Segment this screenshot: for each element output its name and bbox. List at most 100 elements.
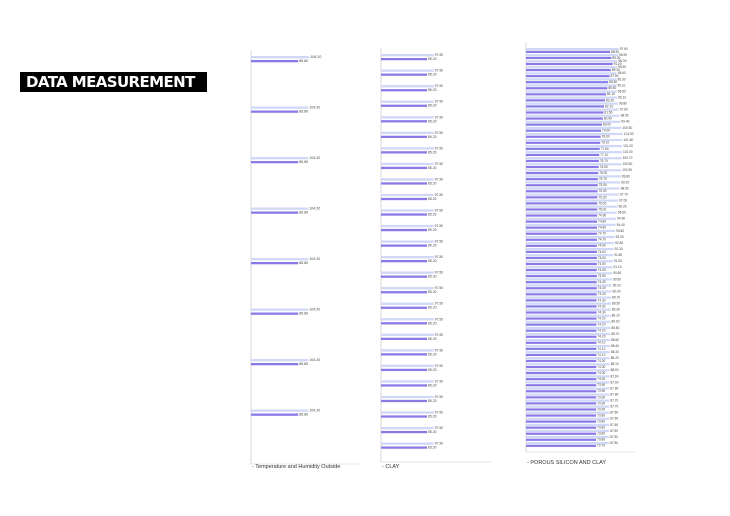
data-label-secondary: 97.50 bbox=[435, 69, 444, 73]
bar-secondary bbox=[381, 54, 434, 57]
bar-secondary bbox=[526, 278, 612, 281]
bar-chart-clay: 97.50 85.20 97.50 85.20 97.50 85.20 97.50 85.20… bbox=[380, 48, 491, 463]
data-label-secondary: 87.60 bbox=[610, 411, 618, 415]
bar-secondary bbox=[526, 126, 622, 129]
data-label-primary: 85.20 bbox=[428, 430, 437, 434]
chart-panel-porous-silicon: 97.60 88.50 96.90 89.90 96.30 91.20 95.90 89.30… bbox=[525, 38, 655, 478]
data-label-primary: 85.80 bbox=[299, 160, 308, 164]
legend-label: CLAY bbox=[385, 464, 400, 470]
title-box: DATA MEASUREMENT bbox=[20, 72, 207, 92]
data-label-primary: 80.00 bbox=[603, 123, 611, 127]
bar-primary bbox=[381, 306, 428, 309]
bar-primary bbox=[526, 238, 597, 241]
data-label-primary: 79.00 bbox=[602, 129, 610, 133]
data-label-primary: 74.30 bbox=[598, 298, 606, 302]
bar-secondary bbox=[526, 369, 610, 372]
data-label-primary: 74.40 bbox=[598, 292, 606, 296]
data-label-primary: 85.80 bbox=[299, 362, 308, 366]
bar-secondary bbox=[526, 393, 610, 396]
data-label-secondary: 100.50 bbox=[622, 162, 632, 166]
data-label-primary: 85.20 bbox=[428, 104, 437, 108]
bar-secondary bbox=[526, 314, 611, 317]
data-label-primary: 85.20 bbox=[428, 135, 437, 139]
data-label-secondary: 88.10 bbox=[611, 362, 619, 366]
bar-primary bbox=[526, 335, 597, 338]
bar-secondary bbox=[526, 48, 619, 51]
data-label-secondary: 97.50 bbox=[435, 410, 444, 414]
bar-primary bbox=[526, 262, 597, 266]
data-label-secondary: 96.10 bbox=[618, 95, 626, 99]
data-label-secondary: 91.50 bbox=[614, 259, 622, 263]
data-label-primary: 89.90 bbox=[612, 56, 620, 60]
bar-primary bbox=[526, 438, 597, 441]
bar-secondary bbox=[526, 363, 610, 366]
data-label-primary: 73.80 bbox=[597, 413, 605, 417]
data-label-primary: 85.80 bbox=[299, 312, 308, 316]
data-label-primary: 85.20 bbox=[428, 150, 437, 154]
bar-primary bbox=[526, 214, 598, 217]
bar-secondary bbox=[381, 287, 434, 290]
data-label-secondary: 87.90 bbox=[611, 380, 619, 384]
bar-primary bbox=[381, 399, 428, 403]
bar-primary bbox=[526, 178, 598, 181]
bar-primary bbox=[526, 165, 599, 169]
bar-primary bbox=[526, 408, 597, 411]
data-label-primary: 74.10 bbox=[597, 347, 605, 351]
bar-chart-outside: 106.2085.80104.2085.80104.2085.80104.208… bbox=[250, 50, 361, 465]
data-label-secondary: 97.50 bbox=[435, 84, 444, 88]
bar-secondary bbox=[381, 131, 434, 134]
data-label-secondary: 87.80 bbox=[610, 386, 618, 390]
bar-secondary bbox=[526, 78, 617, 81]
bar-secondary bbox=[526, 102, 618, 105]
bar-chart-porous-silicon: 97.6088.5096.9089.9096.3091.2095.9089.30… bbox=[525, 42, 636, 453]
data-label-primary: 85.20 bbox=[428, 244, 437, 248]
data-label-primary: 85.20 bbox=[428, 197, 437, 201]
bar-secondary bbox=[381, 302, 434, 305]
data-label-secondary: 88.20 bbox=[611, 356, 619, 360]
bar-secondary bbox=[381, 162, 434, 166]
bar-secondary bbox=[526, 151, 622, 154]
bar-primary bbox=[381, 415, 428, 418]
bar-secondary bbox=[526, 60, 618, 63]
legend-dash: - bbox=[382, 464, 386, 470]
bar-secondary bbox=[251, 308, 309, 311]
data-label-primary: 74.60 bbox=[598, 244, 606, 248]
bar-secondary bbox=[381, 178, 434, 181]
data-label-primary: 73.90 bbox=[597, 401, 605, 405]
bar-primary bbox=[381, 384, 428, 387]
bar-primary bbox=[526, 384, 597, 387]
bar-secondary bbox=[526, 308, 611, 311]
bar-primary bbox=[251, 413, 299, 416]
bar-primary bbox=[251, 211, 299, 214]
data-label-secondary: 97.50 bbox=[435, 162, 444, 166]
bar-primary bbox=[526, 196, 598, 199]
data-label-secondary: 104.20 bbox=[309, 409, 320, 413]
data-label-secondary: 88.30 bbox=[611, 350, 619, 354]
data-label-secondary: 90.20 bbox=[613, 283, 621, 287]
data-label-secondary: 97.50 bbox=[435, 115, 444, 119]
chart-panel-clay: 97.50 85.20 97.50 85.20 97.50 85.20 97.50 85.20… bbox=[380, 44, 491, 484]
data-label-primary: 85.80 bbox=[299, 110, 308, 114]
bar-secondary bbox=[526, 187, 620, 190]
legend-dash: - bbox=[252, 464, 256, 470]
bar-primary bbox=[526, 68, 611, 72]
bar-primary bbox=[526, 62, 613, 66]
data-label-secondary: 95.30 bbox=[618, 77, 626, 81]
data-label-primary: 83.20 bbox=[606, 98, 614, 102]
bar-secondary bbox=[526, 169, 622, 172]
bar-primary bbox=[526, 190, 598, 193]
bar-secondary bbox=[381, 240, 434, 243]
bar-secondary bbox=[526, 108, 619, 111]
data-label-primary: 74.80 bbox=[598, 219, 606, 223]
data-label-primary: 74.30 bbox=[598, 310, 606, 314]
bar-primary bbox=[526, 426, 597, 429]
bar-primary bbox=[251, 363, 299, 366]
bar-primary bbox=[381, 182, 428, 185]
bar-secondary bbox=[381, 426, 434, 430]
data-label-primary: 73.90 bbox=[597, 395, 605, 399]
data-label-primary: 73.90 bbox=[597, 407, 605, 411]
data-label-primary: 73.90 bbox=[597, 389, 605, 393]
bar-secondary bbox=[526, 199, 619, 202]
data-label-primary: 73.80 bbox=[597, 426, 605, 430]
bar-primary bbox=[526, 87, 608, 90]
